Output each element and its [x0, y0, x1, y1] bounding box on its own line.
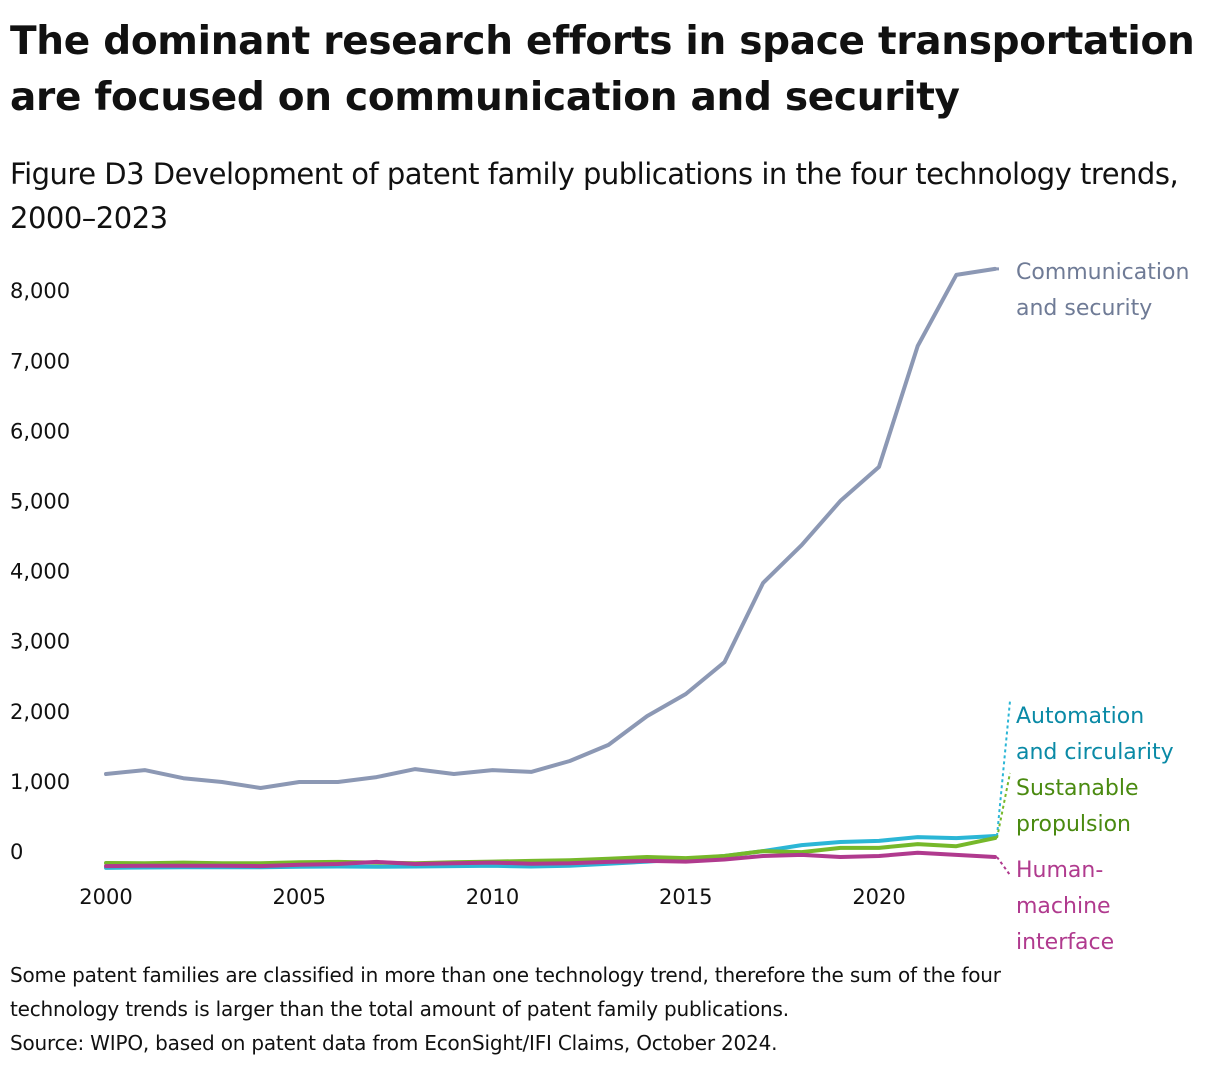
x-tick-label: 2005 [273, 885, 326, 909]
y-tick-label: 4,000 [10, 560, 70, 584]
series-line-communication-and-security [104, 266, 997, 790]
series-line-human-machine-interface [104, 850, 997, 869]
series-label-line: and security [1016, 296, 1152, 321]
y-tick-label: 1,000 [10, 770, 70, 794]
series-label-line: Communication [1016, 260, 1189, 285]
y-tick-label: 3,000 [10, 630, 70, 654]
y-tick-label: 7,000 [10, 349, 70, 373]
y-axis-ticks: 0 1,000 2,000 3,000 4,000 5,000 6,000 7,000 8,00… [10, 279, 70, 864]
series-lines [104, 266, 997, 870]
leader-line [996, 772, 1011, 839]
series-label-line: Human- [1016, 858, 1103, 883]
chart-subtitle: Figure D3 Development of patent family p… [10, 157, 1179, 235]
x-axis-ticks: 2000 2005 2010 2015 2020 [79, 885, 905, 909]
x-tick-label: 2000 [79, 885, 132, 909]
series-label-line: Sustanable [1016, 776, 1139, 801]
series-label-line: and circularity [1016, 740, 1174, 765]
y-tick-label: 8,000 [10, 279, 70, 303]
chart-title: The dominant research efforts in space t… [10, 19, 1195, 120]
footer-source: Source: WIPO, based on patent data from … [10, 1031, 778, 1055]
footer-note-line-2: technology trends is larger than the tot… [10, 997, 789, 1021]
y-tick-label: 5,000 [10, 490, 70, 514]
chart-footer: Some patent families are classified in m… [10, 958, 1210, 1060]
y-tick-label: 2,000 [10, 700, 70, 724]
series-line-sustanable-propulsion [104, 836, 997, 866]
x-tick-label: 2020 [852, 885, 905, 909]
series-label: Sustanable propulsion [1016, 776, 1139, 837]
leader-line [996, 700, 1011, 837]
series-label-line: interface [1016, 930, 1114, 955]
series-label-line: Automation [1016, 704, 1144, 729]
series-labels: Communication and security Automation and c… [995, 260, 1189, 955]
x-tick-label: 2010 [466, 885, 519, 909]
y-tick-label: 0 [10, 840, 23, 864]
footer-note-line-1: Some patent families are classified in m… [10, 963, 1001, 987]
series-label: Human-machine interface [1016, 858, 1114, 955]
series-label-line: machine [1016, 894, 1111, 919]
series-label: Automation and circularity [1016, 704, 1174, 765]
leader-line [996, 856, 1011, 876]
y-tick-label: 6,000 [10, 419, 70, 443]
series-label: Communication and security [1016, 260, 1189, 321]
x-tick-label: 2015 [659, 885, 712, 909]
series-label-line: propulsion [1016, 812, 1131, 837]
